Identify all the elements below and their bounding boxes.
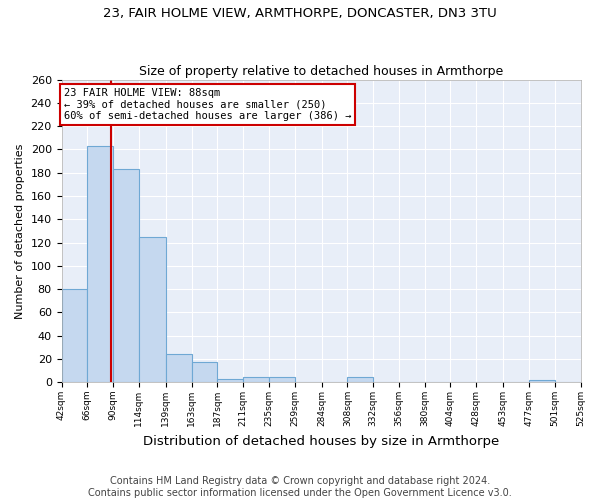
Bar [191, 362, 217, 382]
Bar [347, 378, 373, 382]
Bar [113, 169, 139, 382]
Y-axis label: Number of detached properties: Number of detached properties [15, 143, 25, 318]
Bar [139, 236, 166, 382]
X-axis label: Distribution of detached houses by size in Armthorpe: Distribution of detached houses by size … [143, 434, 499, 448]
Bar [529, 380, 555, 382]
Text: 23, FAIR HOLME VIEW, ARMTHORPE, DONCASTER, DN3 3TU: 23, FAIR HOLME VIEW, ARMTHORPE, DONCASTE… [103, 8, 497, 20]
Bar [269, 378, 295, 382]
Text: Contains HM Land Registry data © Crown copyright and database right 2024.
Contai: Contains HM Land Registry data © Crown c… [88, 476, 512, 498]
Bar [217, 378, 243, 382]
Bar [62, 289, 88, 382]
Title: Size of property relative to detached houses in Armthorpe: Size of property relative to detached ho… [139, 66, 503, 78]
Bar [88, 146, 113, 382]
Bar [166, 354, 191, 382]
Text: 23 FAIR HOLME VIEW: 88sqm
← 39% of detached houses are smaller (250)
60% of semi: 23 FAIR HOLME VIEW: 88sqm ← 39% of detac… [64, 88, 351, 121]
Bar [243, 378, 269, 382]
